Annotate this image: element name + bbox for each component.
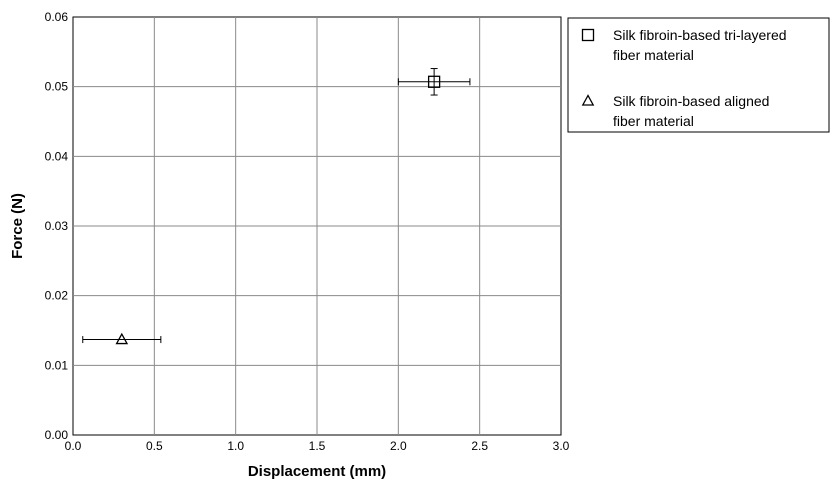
legend-square-marker (581, 28, 595, 42)
y-tick-label: 0.03 (45, 219, 69, 233)
legend: Silk fibroin-based tri-layered fiber mate… (567, 17, 830, 133)
legend-label: Silk fibroin-based tri-layered (613, 27, 787, 43)
x-tick-label: 0.5 (146, 439, 163, 453)
triangle-marker (115, 332, 129, 345)
legend-label: Silk fibroin-based aligned (613, 93, 769, 109)
y-tick-label: 0.06 (45, 10, 69, 24)
legend-label: fiber material (613, 113, 694, 129)
legend-box (567, 17, 830, 133)
square-marker (427, 75, 441, 88)
y-tick-label: 0.01 (45, 358, 69, 372)
x-tick-label: 3.0 (553, 439, 570, 453)
x-tick-label: 2.5 (471, 439, 488, 453)
y-tick-label: 0.04 (45, 149, 69, 163)
x-axis-ticks: 0.0 0.5 1.0 1.5 2.0 2.5 3.0 (65, 439, 570, 453)
x-tick-label: 1.5 (309, 439, 326, 453)
grid-lines (73, 17, 561, 435)
x-tick-label: 1.0 (227, 439, 244, 453)
x-tick-label: 0.0 (65, 439, 82, 453)
x-tick-label: 2.0 (390, 439, 407, 453)
y-tick-label: 0.00 (45, 428, 69, 442)
y-tick-label: 0.05 (45, 80, 69, 94)
y-tick-label: 0.02 (45, 289, 69, 303)
legend-triangle-marker (581, 94, 595, 106)
data-points (82, 68, 471, 345)
x-axis-title: Displacement (mm) (248, 463, 386, 480)
y-axis-title: Force (N) (9, 193, 26, 259)
legend-label: fiber material (613, 47, 694, 63)
y-axis-ticks: 0.00 0.01 0.02 0.03 0.04 0.05 0.06 (45, 10, 69, 442)
